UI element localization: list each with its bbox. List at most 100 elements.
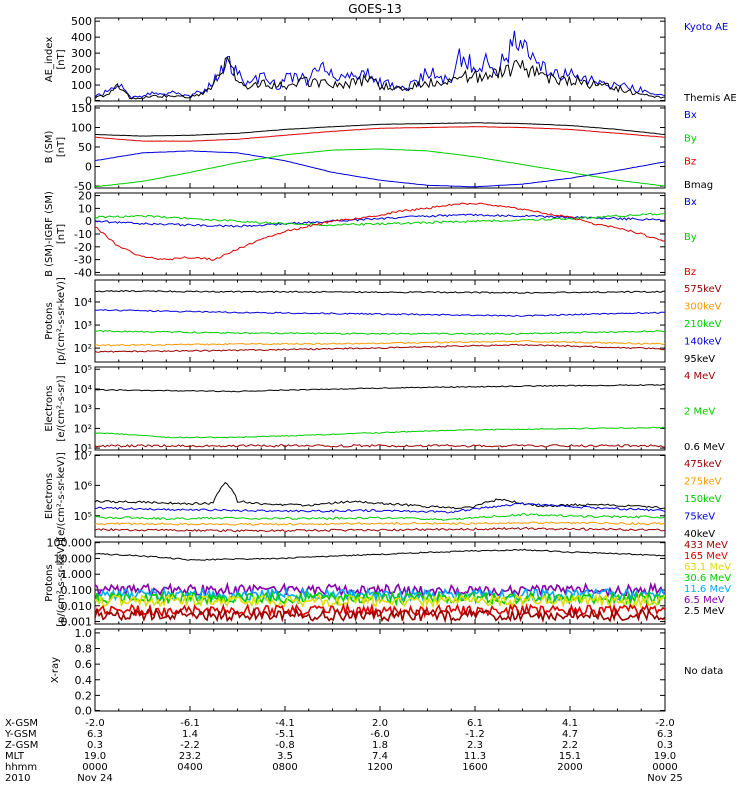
y-tick-label: 10² (74, 342, 92, 355)
y-tick-label: 20 (78, 190, 92, 203)
panel-1: 500 400 300 200 100 0 AE_index [nT] Kyoto AE Them… (44, 15, 737, 107)
panel-6: 10⁷ 10⁶ 10⁵ Electrons [e/(cm²-s-sr-keV)] 475k… (44, 450, 722, 541)
axis-table-cell: 19.0 (654, 751, 676, 762)
y-tick-label: 10.000 (54, 552, 93, 565)
axis-row-label: Z-GSM (5, 740, 38, 751)
legend-entry: 150keV (684, 494, 722, 505)
axis-table-cell: 1200 (367, 762, 392, 773)
axis-table-cell: -2.0 (655, 718, 675, 729)
series-line (95, 212, 665, 227)
axis-table-cell: -2.2 (180, 740, 200, 751)
y-axis-label: Protons (44, 302, 55, 339)
legend-entry: 575keV (684, 284, 722, 295)
axis-row-label: hhmm (5, 762, 37, 773)
axis-table-cell: -2.0 (85, 718, 105, 729)
panel-frame (94, 454, 666, 538)
no-data-label: No data (684, 666, 723, 677)
axis-table-cell: -6.1 (180, 718, 200, 729)
y-tick-label: 10² (74, 422, 92, 435)
legend-entry: 165 MeV (684, 551, 728, 562)
panel-4: 10⁴ 10³ 10² Protons [p/(cm²-s-sr-keV)] 575keV… (44, 277, 722, 365)
series-line (95, 502, 665, 514)
y-axis-label: Electrons (44, 473, 55, 519)
series-line (95, 383, 665, 393)
y-axis-label: [p/(cm²-s-sr-keV)] (56, 539, 67, 627)
panel-frame (94, 366, 666, 451)
legend-entry: Bx (684, 110, 697, 121)
y-tick-label: 50 (78, 141, 92, 154)
series-line (95, 30, 665, 100)
legend-entry: 140keV (684, 337, 722, 348)
y-axis-label: [e/(cm²-s-sr)] (56, 375, 67, 441)
y-axis-label: B (SM) (44, 130, 55, 163)
y-tick-label: 10⁵ (74, 510, 92, 523)
y-tick-label: 10⁶ (74, 479, 93, 492)
legend-entry: 95keV (684, 354, 715, 365)
axis-row-label: 2010 (5, 773, 30, 784)
legend-entry: 475keV (684, 459, 722, 470)
series-line (95, 213, 665, 228)
legend-entry: 0.6 MeV (684, 442, 725, 453)
orbit-axis-table: X-GSMY-GSMZ-GSMMLThhmm2010-2.06.30.319.0… (4, 718, 683, 784)
axis-table-cell: 11.3 (464, 751, 486, 762)
y-tick-label: -20 (74, 241, 92, 254)
legend-entry: 75keV (684, 512, 715, 523)
axis-table-cell: 3.5 (277, 751, 293, 762)
axis-row-label: Y-GSM (4, 729, 37, 740)
axis-table-cell: 0800 (272, 762, 297, 773)
y-tick-label: 0.2 (75, 689, 93, 702)
series-line (95, 343, 665, 353)
legend-entry: Bmag (684, 180, 713, 191)
axis-table-cell: 0000 (652, 762, 677, 773)
series-line (95, 593, 665, 609)
series-line (95, 126, 665, 142)
legend-entry: By (684, 133, 697, 144)
panel-8: 1.0 0.8 0.6 0.4 0.2 0.0 X-ray No data (50, 627, 723, 718)
axis-table-cell: 0.3 (657, 740, 673, 751)
legend-entry: 11.6 MeV (684, 584, 731, 595)
axis-table-cell: 4.7 (562, 729, 578, 740)
legend-entry: Themis AE (683, 93, 737, 104)
y-axis-label: [p/(cm²-s-sr-keV)] (56, 277, 67, 365)
series-group (95, 481, 665, 533)
y-tick-label: 10³ (74, 403, 92, 416)
axis-table-cell: 4.1 (562, 718, 578, 729)
y-tick-label: 100 (71, 79, 92, 92)
y-axis-label: [nT] (56, 49, 67, 69)
axis-table-cell: 1.4 (182, 729, 198, 740)
legend-entry: Bz (684, 267, 696, 278)
y-tick-label: 0.001 (61, 616, 93, 629)
y-tick-label: 0.100 (61, 584, 93, 597)
y-tick-label: 0.010 (61, 600, 93, 613)
axis-table-cell: 7.4 (372, 751, 388, 762)
series-line (95, 526, 665, 533)
legend-entry: 2 MeV (684, 407, 715, 418)
axis-table-cell: 19.0 (84, 751, 106, 762)
legend-entry: 2.5 MeV (684, 606, 725, 617)
panel-frame (94, 105, 666, 189)
series-line (95, 308, 665, 317)
y-tick-label: 0.8 (75, 643, 93, 656)
series-line (95, 426, 665, 439)
series-line (95, 329, 665, 335)
axis-table-cell: 1600 (462, 762, 487, 773)
series-line (95, 148, 665, 188)
series-group (95, 289, 665, 353)
legend-entry: 4 MeV (684, 371, 715, 382)
y-axis-label: X-ray (50, 657, 61, 683)
axis-table-cell: 6.3 (657, 729, 673, 740)
y-tick-label: -30 (74, 254, 92, 267)
y-tick-label: 10⁷ (74, 450, 92, 463)
axis-table-cell: 6.3 (87, 729, 103, 740)
panel-frame (94, 628, 666, 712)
axis-table-cell: 6.1 (467, 718, 483, 729)
y-tick-label: 10⁴ (74, 383, 93, 396)
y-tick-label: 100 (71, 121, 92, 134)
legend-entry: Bx (684, 197, 697, 208)
series-group (95, 30, 665, 100)
axis-table-cell: 23.2 (179, 751, 201, 762)
y-axis-label: AE_index (44, 37, 55, 83)
y-axis-label: [e/(cm²-s-sr-keV)] (56, 452, 67, 540)
axis-table-cell: 0400 (177, 762, 202, 773)
